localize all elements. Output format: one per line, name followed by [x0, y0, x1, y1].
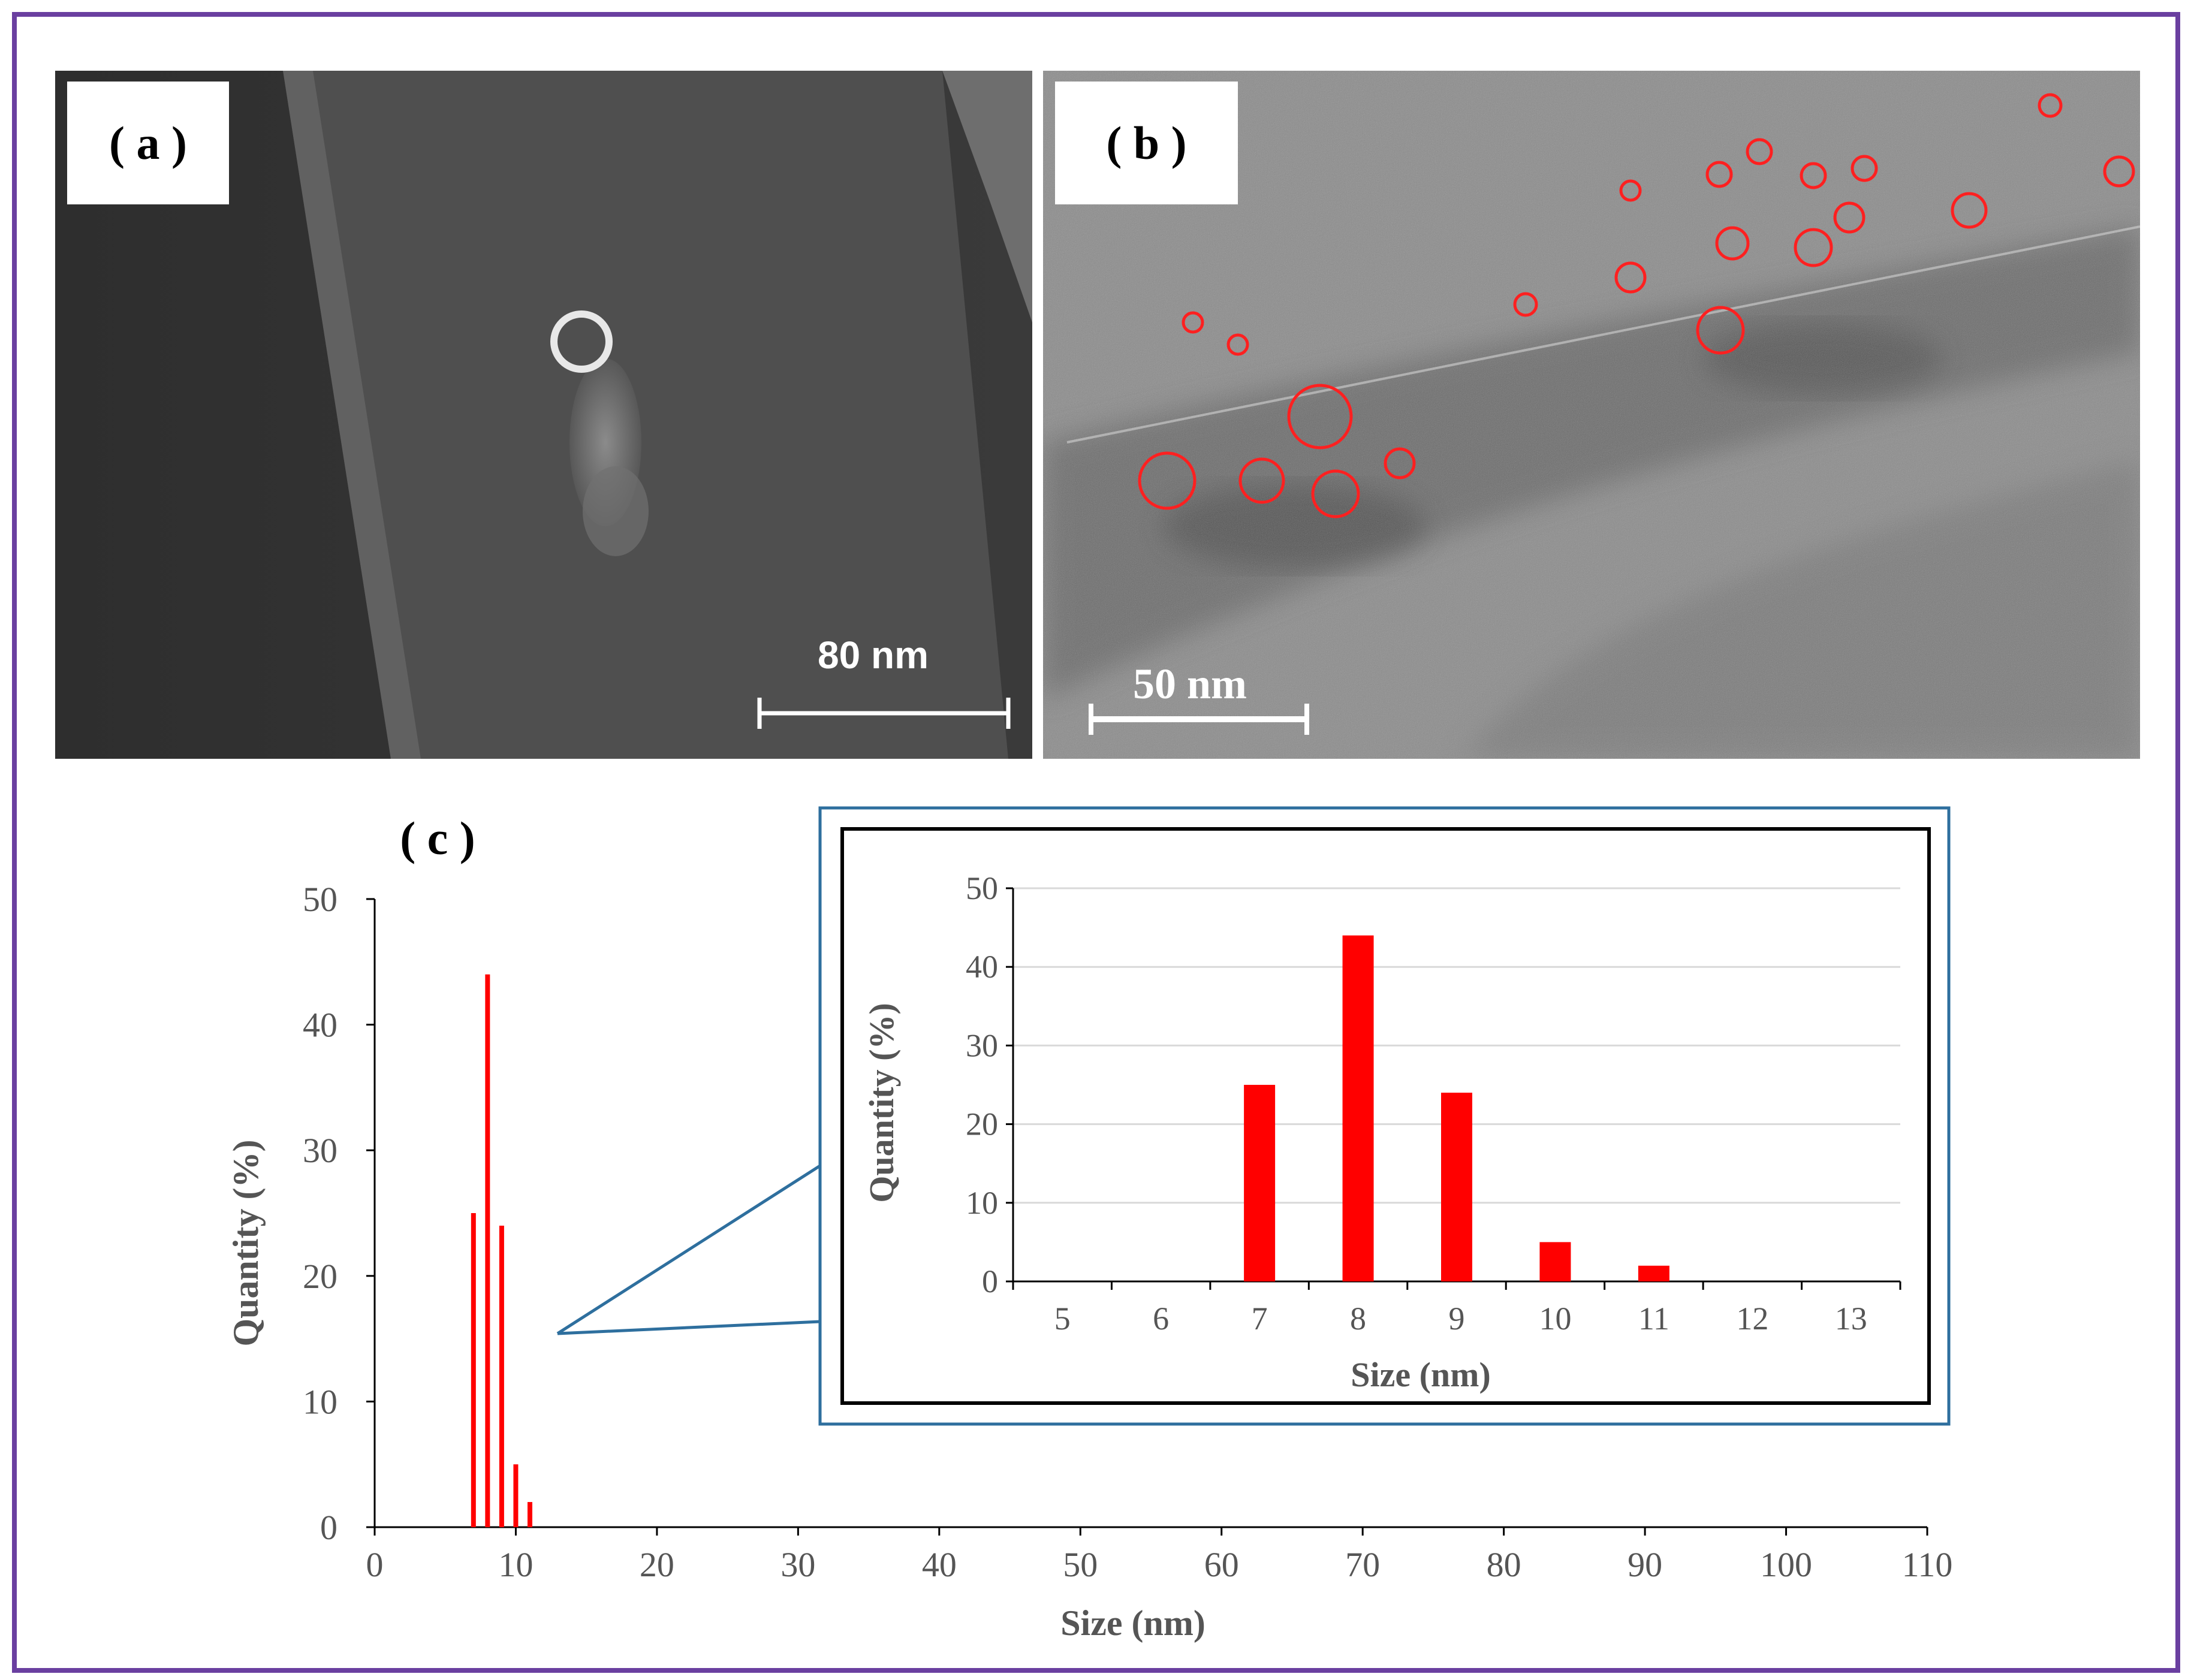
tem-image-panel: ( b ) 50 nm: [1043, 71, 2140, 759]
bar: [1244, 1085, 1276, 1281]
y-tick-label: 40: [303, 1006, 337, 1045]
y-tick-label: 10: [303, 1382, 337, 1421]
x-tick-label: 10: [1539, 1301, 1571, 1337]
x-tick-label: 10: [498, 1545, 533, 1584]
inset-inner-border: [840, 827, 1931, 1405]
x-tick-label: 12: [1736, 1301, 1768, 1337]
bar: [1342, 935, 1374, 1281]
x-tick-label: 110: [1902, 1545, 1953, 1584]
x-tick-label: 80: [1487, 1545, 1521, 1584]
x-tick-label: 100: [1760, 1545, 1812, 1584]
y-tick-label: 20: [966, 1106, 998, 1142]
x-tick-label: 40: [922, 1545, 957, 1584]
x-tick-label: 50: [1063, 1545, 1098, 1584]
zoom-connector: [557, 1320, 821, 1335]
scale-bar-label: 50 nm: [1133, 660, 1247, 708]
panel-c-label: ( c ): [400, 812, 475, 864]
x-axis-label: Size (nm): [1351, 1355, 1491, 1394]
zoom-connector: [556, 1164, 821, 1335]
y-tick-label: 10: [966, 1185, 998, 1221]
inset-histogram: 0 10 20 30 40 50 5 6 7 8 9 10 11 12 13 Size (nm) Quantit…: [556, 806, 1951, 1426]
bar: [1539, 1242, 1571, 1281]
x-tick-label: 60: [1204, 1545, 1239, 1584]
x-tick-label: 7: [1252, 1301, 1268, 1337]
x-tick-label: 13: [1835, 1301, 1867, 1337]
y-tick-label: 0: [320, 1508, 337, 1547]
x-tick-label: 8: [1350, 1301, 1366, 1337]
bar: [471, 1213, 476, 1527]
scale-bar-label: 80 nm: [818, 634, 929, 677]
x-axis-label: Size (nm): [1060, 1603, 1205, 1643]
sem-image-panel: ( a ) 80 nm: [55, 71, 1032, 759]
bar: [1441, 1093, 1472, 1281]
y-tick-label: 50: [303, 880, 337, 919]
bar: [499, 1225, 504, 1527]
bar: [1638, 1265, 1669, 1281]
bar: [513, 1464, 519, 1527]
y-axis-label: Quantity (%): [862, 1003, 901, 1203]
x-tick-label: 30: [780, 1545, 815, 1584]
y-tick-label: 0: [982, 1263, 998, 1299]
panel-a-label: ( a ): [67, 82, 229, 204]
x-tick-label: 70: [1345, 1545, 1380, 1584]
x-tick-label: 0: [366, 1545, 384, 1584]
bar: [485, 974, 490, 1527]
x-tick-label: 6: [1153, 1301, 1169, 1337]
x-tick-label: 20: [640, 1545, 674, 1584]
y-tick-label: 30: [966, 1027, 998, 1063]
bar: [528, 1502, 532, 1527]
y-tick-label: 50: [966, 870, 998, 906]
y-axis-label: Quantity (%): [226, 1140, 266, 1347]
y-tick-label: 30: [303, 1131, 337, 1170]
figure-frame: [12, 12, 2180, 1673]
y-tick-label: 40: [966, 949, 998, 985]
x-tick-label: 9: [1449, 1301, 1465, 1337]
y-tick-label: 20: [303, 1257, 337, 1296]
x-tick-label: 11: [1638, 1301, 1669, 1337]
x-tick-label: 90: [1628, 1545, 1662, 1584]
panel-b-label: ( b ): [1055, 82, 1238, 204]
x-tick-label: 5: [1054, 1301, 1071, 1337]
